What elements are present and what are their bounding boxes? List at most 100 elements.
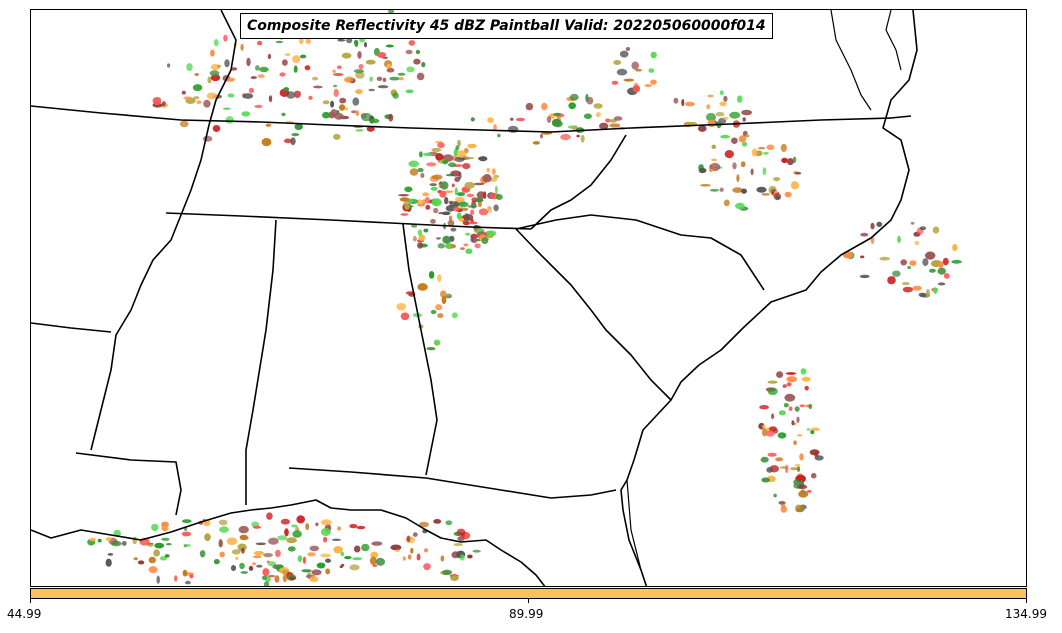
reflectivity-blob <box>305 38 311 45</box>
reflectivity-blob <box>257 40 263 46</box>
reflectivity-blob <box>909 260 917 266</box>
tn-southern-boundary <box>165 212 532 230</box>
reflectivity-blob <box>761 193 771 196</box>
reflectivity-blob <box>267 53 271 60</box>
reflectivity-blob <box>192 84 203 92</box>
reflectivity-blob <box>790 181 800 190</box>
reflectivity-blob <box>441 295 447 305</box>
reflectivity-blob <box>371 541 383 546</box>
reflectivity-blob <box>433 207 439 214</box>
reflectivity-blob <box>442 160 449 165</box>
reflectivity-blob <box>203 99 211 108</box>
reflectivity-blob <box>286 91 296 99</box>
reflectivity-blob <box>474 243 481 249</box>
reflectivity-blob <box>456 212 462 220</box>
ms-la-boundary <box>75 452 182 516</box>
reflectivity-blob <box>263 553 273 558</box>
reflectivity-blob <box>684 101 696 107</box>
reflectivity-blob <box>207 76 212 84</box>
reflectivity-blob <box>355 89 363 95</box>
reflectivity-blob <box>410 547 414 554</box>
reflectivity-blob <box>465 232 470 236</box>
reflectivity-blob <box>467 143 477 149</box>
reflectivity-blob <box>478 208 489 216</box>
reflectivity-blob <box>332 69 336 73</box>
reflectivity-blob <box>442 154 454 162</box>
reflectivity-blob <box>268 574 276 578</box>
reflectivity-blob <box>925 289 931 298</box>
reflectivity-blob <box>241 547 245 554</box>
reflectivity-blob <box>369 556 377 565</box>
reflectivity-blob <box>386 63 392 69</box>
reflectivity-blob <box>239 534 248 540</box>
gulf-coastline <box>31 499 546 586</box>
reflectivity-blob <box>477 201 482 208</box>
reflectivity-blob <box>248 87 254 94</box>
reflectivity-blob <box>404 186 413 193</box>
reflectivity-blob <box>301 569 312 573</box>
map-panel <box>30 9 1027 587</box>
reflectivity-blob <box>330 109 338 117</box>
reflectivity-blob <box>469 221 478 225</box>
reflectivity-blob <box>424 196 430 204</box>
reflectivity-blob <box>344 556 352 560</box>
reflectivity-blob <box>284 528 289 537</box>
reflectivity-blob <box>493 174 500 179</box>
reflectivity-blob <box>339 565 343 569</box>
reflectivity-blob <box>300 54 307 59</box>
reflectivity-blob <box>767 387 778 396</box>
reflectivity-blob <box>613 116 623 121</box>
reflectivity-blob <box>515 117 525 122</box>
reflectivity-blob <box>365 59 376 65</box>
reflectivity-blob <box>110 540 122 547</box>
reflectivity-blob <box>794 463 801 467</box>
map-canvas <box>31 10 962 586</box>
reflectivity-blob <box>439 190 447 198</box>
reflectivity-blob <box>448 162 457 168</box>
reflectivity-blob <box>470 117 475 122</box>
reflectivity-blob <box>154 542 165 549</box>
reflectivity-blob <box>435 153 443 161</box>
tick-mark-middle <box>528 599 529 603</box>
reflectivity-blob <box>405 89 414 94</box>
reflectivity-blob <box>179 120 189 128</box>
reflectivity-blob <box>346 37 353 44</box>
reflectivity-blob <box>255 542 267 546</box>
reflectivity-blob <box>241 111 251 117</box>
reflectivity-blob <box>698 167 707 174</box>
reflectivity-blob <box>786 382 792 387</box>
reflectivity-blob <box>159 556 167 561</box>
reflectivity-blob <box>773 493 777 498</box>
reflectivity-blob <box>290 137 296 146</box>
reflectivity-blob <box>344 107 349 111</box>
reflectivity-blob <box>418 234 425 242</box>
reflectivity-blob <box>605 118 611 123</box>
reflectivity-blob <box>723 95 728 102</box>
reflectivity-blob <box>166 543 172 546</box>
reflectivity-blob <box>796 484 808 490</box>
reflectivity-blob <box>786 158 794 166</box>
reflectivity-blob <box>495 194 503 200</box>
reflectivity-blob <box>333 88 339 98</box>
reflectivity-blob <box>510 117 514 121</box>
reflectivity-blob <box>349 523 358 529</box>
reflectivity-blob <box>560 134 571 141</box>
reflectivity-blob <box>196 100 202 104</box>
reflectivity-blob <box>261 575 267 580</box>
reflectivity-blob <box>217 64 221 68</box>
reflectivity-blob <box>465 248 473 254</box>
reflectivity-blob <box>312 76 319 81</box>
reflectivity-blob <box>937 282 946 286</box>
reflectivity-blob <box>425 204 431 210</box>
reflectivity-blob <box>147 543 154 547</box>
reflectivity-blob <box>473 182 485 186</box>
reflectivity-blob <box>354 40 359 48</box>
reflectivity-blob <box>437 142 445 149</box>
reflectivity-blob <box>635 68 643 72</box>
reflectivity-blobs <box>87 10 962 586</box>
reflectivity-blob <box>451 183 455 188</box>
reflectivity-blob <box>771 413 775 420</box>
reflectivity-blob <box>715 111 725 117</box>
reflectivity-blob <box>619 50 629 58</box>
reflectivity-blob <box>472 549 481 553</box>
